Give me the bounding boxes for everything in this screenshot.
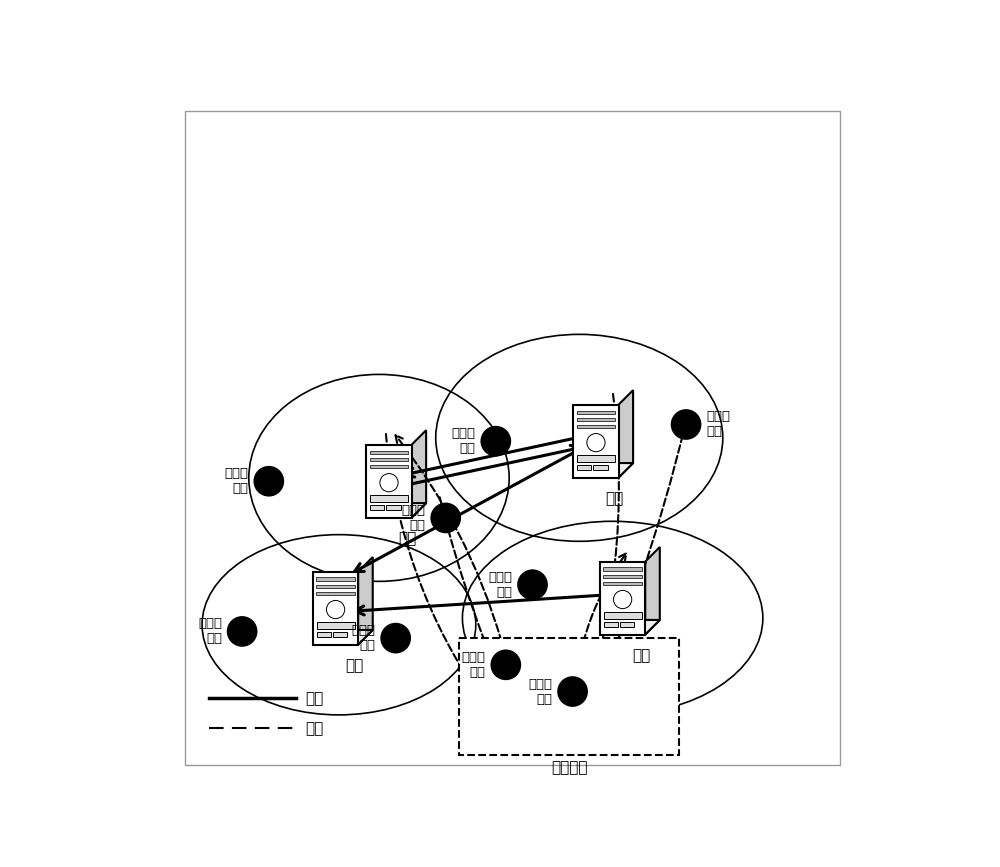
Circle shape xyxy=(480,426,511,457)
Polygon shape xyxy=(600,562,645,635)
Circle shape xyxy=(490,649,521,681)
Circle shape xyxy=(557,676,588,707)
Bar xyxy=(497,673,534,676)
Circle shape xyxy=(671,409,701,440)
Bar xyxy=(498,701,534,708)
Bar xyxy=(620,623,634,627)
Polygon shape xyxy=(313,571,358,644)
Bar xyxy=(316,584,355,588)
Polygon shape xyxy=(366,445,412,518)
Bar xyxy=(370,505,384,510)
Polygon shape xyxy=(591,640,605,723)
Bar xyxy=(577,411,615,414)
Polygon shape xyxy=(645,547,660,635)
Polygon shape xyxy=(494,654,537,723)
FancyBboxPatch shape xyxy=(459,638,679,755)
Bar xyxy=(513,711,527,715)
Bar xyxy=(317,632,331,637)
Bar xyxy=(593,466,608,470)
Text: 域成员
节点: 域成员 节点 xyxy=(352,624,376,652)
Bar xyxy=(577,455,615,462)
Bar xyxy=(316,577,355,581)
Bar xyxy=(370,466,408,468)
Circle shape xyxy=(253,466,284,497)
Bar xyxy=(551,666,588,669)
Bar xyxy=(317,622,355,629)
Bar xyxy=(604,612,642,619)
Bar xyxy=(497,666,534,669)
Circle shape xyxy=(227,616,257,647)
Text: 网管中心: 网管中心 xyxy=(551,760,587,775)
Text: 域首: 域首 xyxy=(606,492,624,506)
Circle shape xyxy=(380,623,411,654)
Text: 域成员
节点: 域成员 节点 xyxy=(706,410,730,439)
Polygon shape xyxy=(313,630,373,644)
Bar xyxy=(551,673,588,676)
Circle shape xyxy=(380,473,398,492)
Bar xyxy=(603,567,642,570)
Bar xyxy=(370,495,408,502)
Circle shape xyxy=(517,570,548,600)
Text: 域首: 域首 xyxy=(399,531,417,546)
Bar xyxy=(316,592,355,596)
Text: 域成员
节点: 域成员 节点 xyxy=(529,677,553,706)
Text: 域成员
节点: 域成员 节点 xyxy=(462,651,486,679)
Text: 域成员
节点: 域成员 节点 xyxy=(488,570,512,599)
Polygon shape xyxy=(573,405,619,478)
Polygon shape xyxy=(600,620,660,635)
Bar xyxy=(333,632,347,637)
Bar xyxy=(577,466,591,470)
Bar xyxy=(497,659,534,662)
Polygon shape xyxy=(537,640,551,723)
Bar xyxy=(577,418,615,421)
Bar xyxy=(567,711,580,715)
Bar xyxy=(551,701,587,708)
Circle shape xyxy=(430,503,461,533)
Polygon shape xyxy=(548,709,605,723)
Polygon shape xyxy=(412,430,426,518)
Text: 控制: 控制 xyxy=(306,720,324,736)
Text: 域成员
节点: 域成员 节点 xyxy=(198,617,222,645)
Polygon shape xyxy=(548,654,591,723)
Bar xyxy=(604,623,618,627)
Bar xyxy=(498,711,512,715)
Circle shape xyxy=(507,681,524,698)
Text: 域成员
节点: 域成员 节点 xyxy=(225,467,249,495)
Polygon shape xyxy=(358,557,373,644)
Bar xyxy=(603,575,642,578)
Polygon shape xyxy=(573,463,633,478)
Polygon shape xyxy=(366,503,426,518)
Bar xyxy=(370,451,408,454)
Text: 域首: 域首 xyxy=(632,649,650,663)
Bar xyxy=(551,659,588,662)
Circle shape xyxy=(587,434,605,452)
Bar xyxy=(386,505,401,510)
Text: 协同: 协同 xyxy=(306,691,324,706)
Bar xyxy=(551,711,565,715)
Bar xyxy=(370,458,408,461)
Text: 域成员
节点: 域成员 节点 xyxy=(402,504,426,532)
Bar xyxy=(577,425,615,428)
Circle shape xyxy=(561,681,578,698)
Circle shape xyxy=(614,590,632,609)
Text: 域成员
节点: 域成员 节点 xyxy=(452,427,476,455)
Polygon shape xyxy=(494,709,551,723)
Circle shape xyxy=(326,601,345,619)
Bar xyxy=(603,582,642,585)
Text: 域首: 域首 xyxy=(345,658,363,673)
Polygon shape xyxy=(619,390,633,478)
